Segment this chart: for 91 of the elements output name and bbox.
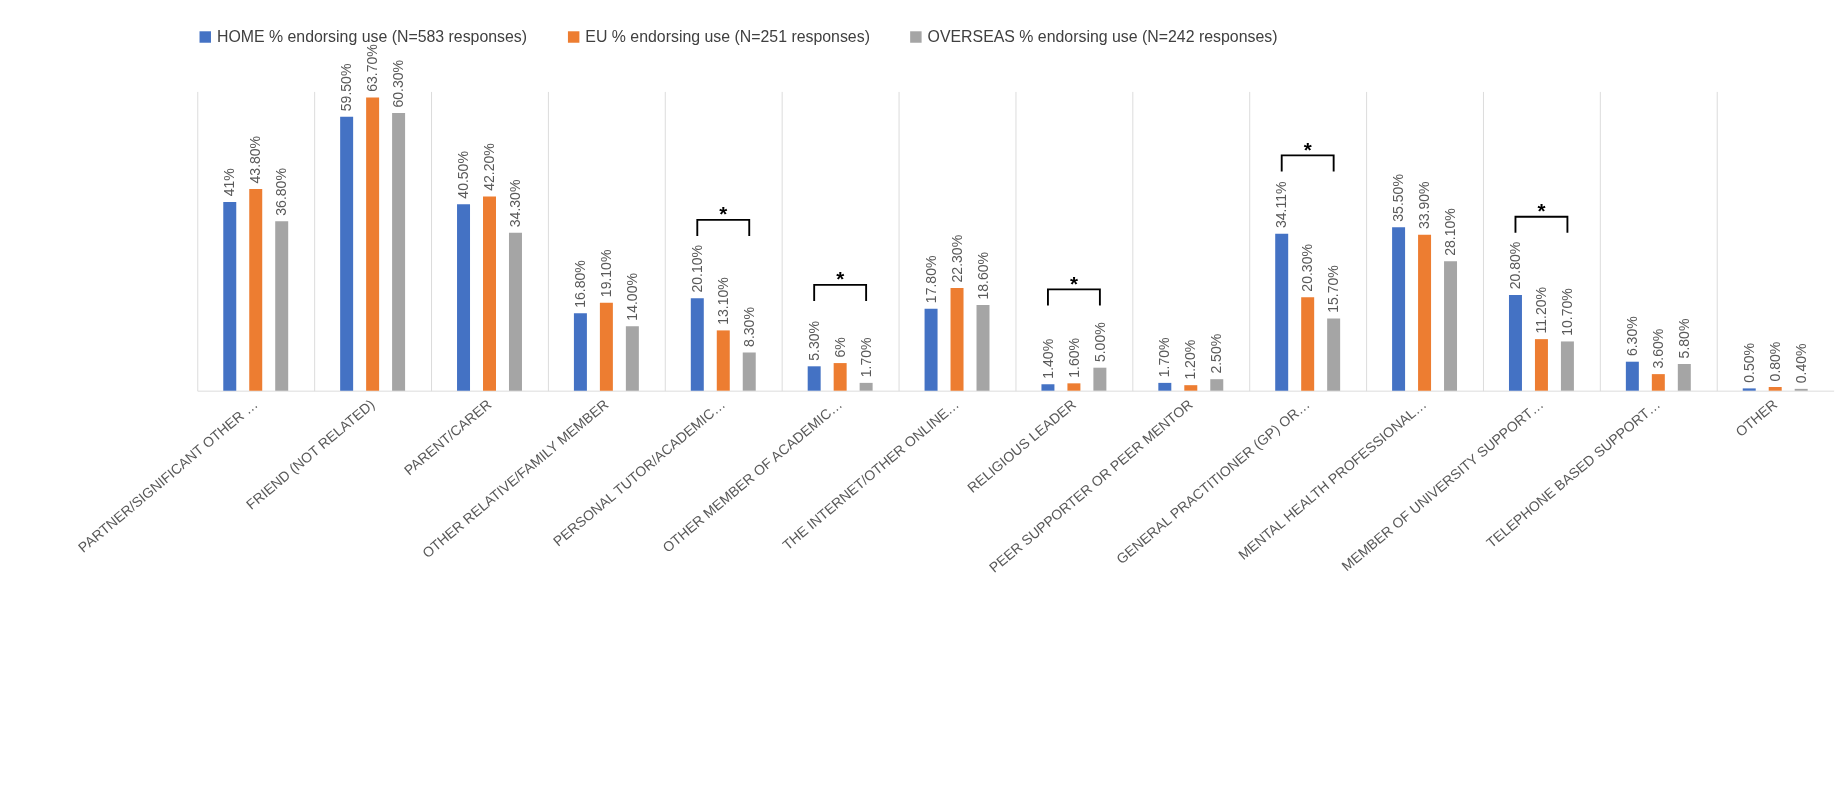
bar (1418, 234, 1432, 391)
bar (742, 352, 756, 391)
bar (275, 221, 289, 391)
data-label: 33.90% (1416, 181, 1433, 230)
data-label: 59.50% (338, 63, 355, 112)
bar (1625, 361, 1639, 391)
bar (859, 382, 873, 391)
bar (1210, 379, 1224, 391)
data-label: 8.30% (740, 307, 757, 347)
data-label: 34.30% (507, 179, 524, 228)
bar (1392, 227, 1406, 391)
data-label: 35.50% (1390, 174, 1407, 222)
bar (366, 97, 380, 391)
bar (1677, 364, 1691, 391)
bar (1275, 233, 1289, 391)
data-label: 18.60% (974, 251, 991, 300)
bar (392, 113, 406, 391)
data-label: 0.50% (1740, 343, 1757, 383)
data-label: 13.10% (714, 277, 731, 325)
bar (950, 288, 964, 391)
bar (1327, 318, 1341, 391)
bar (1067, 383, 1081, 391)
data-label: 5.30% (805, 320, 822, 361)
data-label: 2.50% (1208, 333, 1225, 374)
data-label: 17.80% (922, 255, 939, 304)
bar (457, 204, 471, 391)
data-label: 6% (831, 337, 848, 358)
data-label: 20.10% (688, 245, 705, 293)
annotation: * (1537, 199, 1546, 223)
data-label: 43.80% (247, 135, 264, 184)
bar (690, 298, 704, 391)
data-label: 60.30% (390, 59, 407, 108)
bar (807, 366, 821, 391)
bar (249, 189, 263, 391)
data-label: 34.11% (1273, 181, 1290, 229)
data-label: 1.40% (1039, 338, 1056, 379)
annotation: * (719, 202, 728, 226)
data-label: 22.30% (948, 234, 965, 283)
data-label: 10.70% (1559, 288, 1576, 336)
bar (340, 116, 354, 391)
bar (573, 313, 587, 391)
bar (1093, 367, 1107, 391)
data-label: 42.20% (481, 143, 498, 191)
legend-label: HOME % endorsing use (N=583 responses) (216, 27, 528, 45)
bar (625, 326, 639, 391)
annotation: * (836, 267, 845, 291)
data-label: 41% (221, 168, 238, 197)
bar (508, 232, 522, 391)
data-label: 0.80% (1766, 341, 1783, 382)
data-label: 1.20% (1182, 339, 1199, 380)
data-label: 5.00% (1091, 322, 1108, 363)
annotation: * (1069, 272, 1078, 296)
data-label: 1.70% (857, 337, 874, 378)
data-label: 20.80% (1507, 241, 1524, 290)
legend-label: EU % endorsing use (N=251 responses) (585, 27, 870, 45)
annotation: * (1303, 138, 1312, 162)
data-label: 40.50% (455, 151, 472, 199)
bar (1768, 387, 1782, 391)
data-label: 63.70% (364, 44, 381, 92)
bar (1742, 388, 1756, 391)
legend-label: OVERSEAS % endorsing use (N=242 responses) (927, 27, 1278, 45)
bar (1444, 261, 1458, 391)
data-label: 3.60% (1650, 328, 1666, 369)
data-label: 1.60% (1065, 337, 1082, 378)
bar (483, 196, 496, 391)
data-label: 36.80% (273, 168, 290, 216)
bar (1041, 384, 1055, 391)
bar (599, 302, 613, 391)
bar (223, 201, 237, 391)
bar (1534, 339, 1548, 391)
bar (1158, 382, 1172, 391)
bar (1560, 341, 1574, 391)
bar (1508, 294, 1522, 391)
bar (1651, 374, 1665, 391)
bar (1301, 297, 1315, 391)
bar (1184, 385, 1198, 391)
data-label: 14.00% (624, 273, 641, 321)
bar (976, 305, 990, 391)
data-label: 1.70% (1156, 337, 1173, 378)
data-label: 20.30% (1299, 244, 1316, 292)
bar (716, 330, 730, 391)
data-label: 15.70% (1325, 265, 1342, 313)
data-label: 19.10% (598, 249, 615, 298)
data-label: 11.20% (1533, 287, 1550, 334)
data-label: 6.30% (1624, 316, 1641, 357)
data-label: 0.40% (1792, 343, 1809, 384)
bar (924, 308, 938, 391)
data-label: 5.80% (1675, 318, 1692, 359)
data-label: 16.80% (572, 260, 589, 308)
bar (833, 363, 847, 391)
data-label: 28.10% (1442, 208, 1459, 256)
